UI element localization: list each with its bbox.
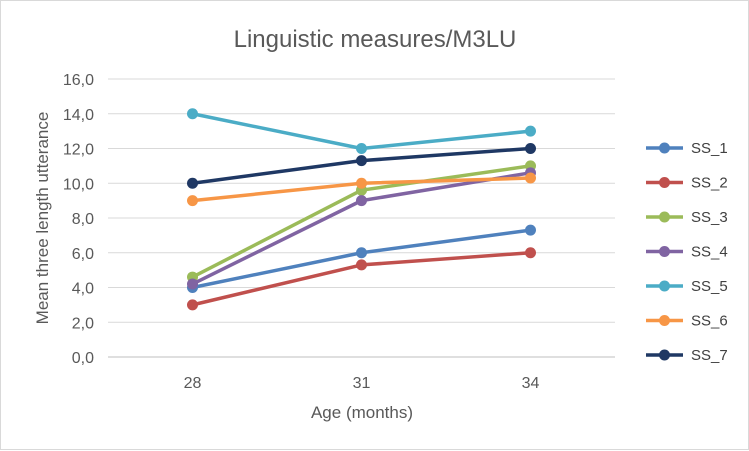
data-point (187, 195, 198, 207)
legend-entry: SS_2 (646, 175, 728, 192)
y-tick-label: 6,0 (72, 246, 94, 263)
series-ss-2 (187, 247, 536, 311)
series-ss-6 (187, 172, 536, 207)
data-point (525, 247, 536, 259)
legend: SS_1 SS_2 SS_3 SS_4 SS_5 SS_6 SS_7 (646, 140, 728, 364)
y-tick-label: 2,0 (72, 315, 94, 332)
legend-entry: SS_5 (646, 278, 728, 295)
data-point (187, 108, 198, 120)
data-point (356, 143, 367, 154)
y-tick-label: 8,0 (72, 211, 94, 228)
data-point (356, 195, 367, 207)
x-axis-ticks: 28 31 34 (184, 375, 540, 392)
legend-label: SS_7 (691, 347, 728, 364)
x-tick-label: 31 (353, 375, 371, 392)
series-ss-7 (187, 143, 536, 189)
y-tick-label: 4,0 (72, 281, 94, 298)
legend-entry: SS_3 (646, 209, 728, 226)
legend-marker (659, 280, 670, 292)
chart-title: Linguistic measures/M3LU (234, 26, 517, 53)
data-point (525, 224, 536, 236)
x-tick-label: 34 (522, 375, 540, 392)
legend-entry: SS_1 (646, 140, 728, 157)
legend-entry: SS_6 (646, 313, 728, 330)
y-tick-label: 12,0 (63, 142, 94, 159)
data-point (356, 155, 367, 167)
legend-marker (659, 315, 670, 326)
legend-marker (659, 349, 670, 361)
y-tick-label: 10,0 (63, 176, 94, 193)
data-point (187, 299, 198, 311)
y-axis-title: Mean three length utterance (33, 112, 52, 325)
legend-label: SS_6 (691, 313, 728, 330)
data-point (525, 125, 536, 137)
y-tick-label: 0,0 (72, 350, 94, 367)
data-point (187, 278, 198, 290)
legend-entry: SS_4 (646, 244, 728, 261)
series-ss-5 (187, 108, 536, 154)
legend-label: SS_1 (691, 140, 728, 157)
x-tick-label: 28 (184, 375, 202, 392)
legend-label: SS_2 (691, 175, 728, 192)
x-axis-title: Age (months) (311, 403, 413, 422)
legend-entry: SS_7 (646, 347, 728, 364)
data-point (525, 143, 536, 154)
legend-marker (659, 142, 670, 154)
data-point (187, 177, 198, 189)
series-ss-1 (187, 224, 536, 293)
legend-marker (659, 246, 670, 257)
data-point (525, 172, 536, 184)
legend-label: SS_4 (691, 244, 728, 261)
legend-marker (659, 177, 670, 188)
legend-label: SS_5 (691, 278, 728, 295)
y-axis-ticks: 0,0 2,0 4,0 6,0 8,0 10,0 12,0 14,0 16,0 (63, 72, 94, 367)
data-point (356, 259, 367, 271)
series-layer (187, 108, 536, 311)
data-point (356, 247, 367, 259)
data-point (356, 177, 367, 189)
legend-label: SS_3 (691, 209, 728, 226)
legend-marker (659, 211, 670, 223)
y-tick-label: 16,0 (63, 72, 94, 89)
gridlines (108, 78, 615, 358)
y-tick-label: 14,0 (63, 107, 94, 124)
